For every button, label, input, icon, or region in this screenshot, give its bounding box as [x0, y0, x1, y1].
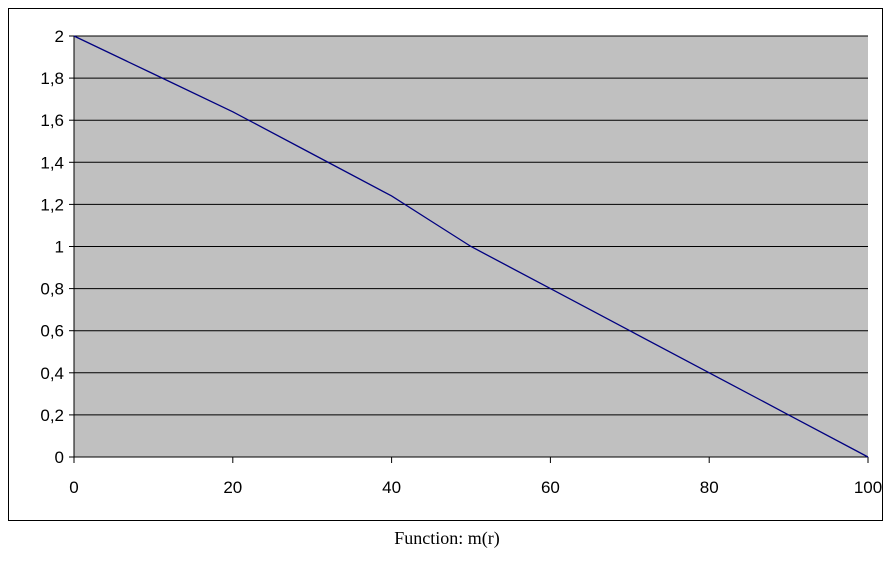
- y-tick-label: 0,2: [40, 406, 64, 425]
- y-tick-label: 1,4: [40, 153, 64, 172]
- x-tick-label: 40: [382, 478, 401, 497]
- x-tick-label: 0: [69, 478, 78, 497]
- x-tick-label: 60: [541, 478, 560, 497]
- chart-caption: Function: m(r): [394, 528, 500, 548]
- y-tick-label: 1,2: [40, 195, 64, 214]
- y-tick-label: 0,4: [40, 364, 64, 383]
- x-tick-label: 80: [700, 478, 719, 497]
- chart: 00,20,40,60,811,21,41,61,820 20 40 60 80 100: [40, 27, 882, 497]
- y-tick-label: 0,6: [40, 322, 64, 341]
- x-tick-label: 100: [854, 478, 882, 497]
- y-tick-label: 1,6: [40, 111, 64, 130]
- series-line: [73, 35, 869, 458]
- x-tick-label: 20: [223, 478, 242, 497]
- y-tick-label: 0,8: [40, 280, 64, 299]
- y-tick-label: 1,8: [40, 69, 64, 88]
- y-tick-label: 1: [55, 238, 64, 257]
- y-tick-label: 2: [55, 27, 64, 46]
- y-tick-label: 0: [55, 448, 64, 467]
